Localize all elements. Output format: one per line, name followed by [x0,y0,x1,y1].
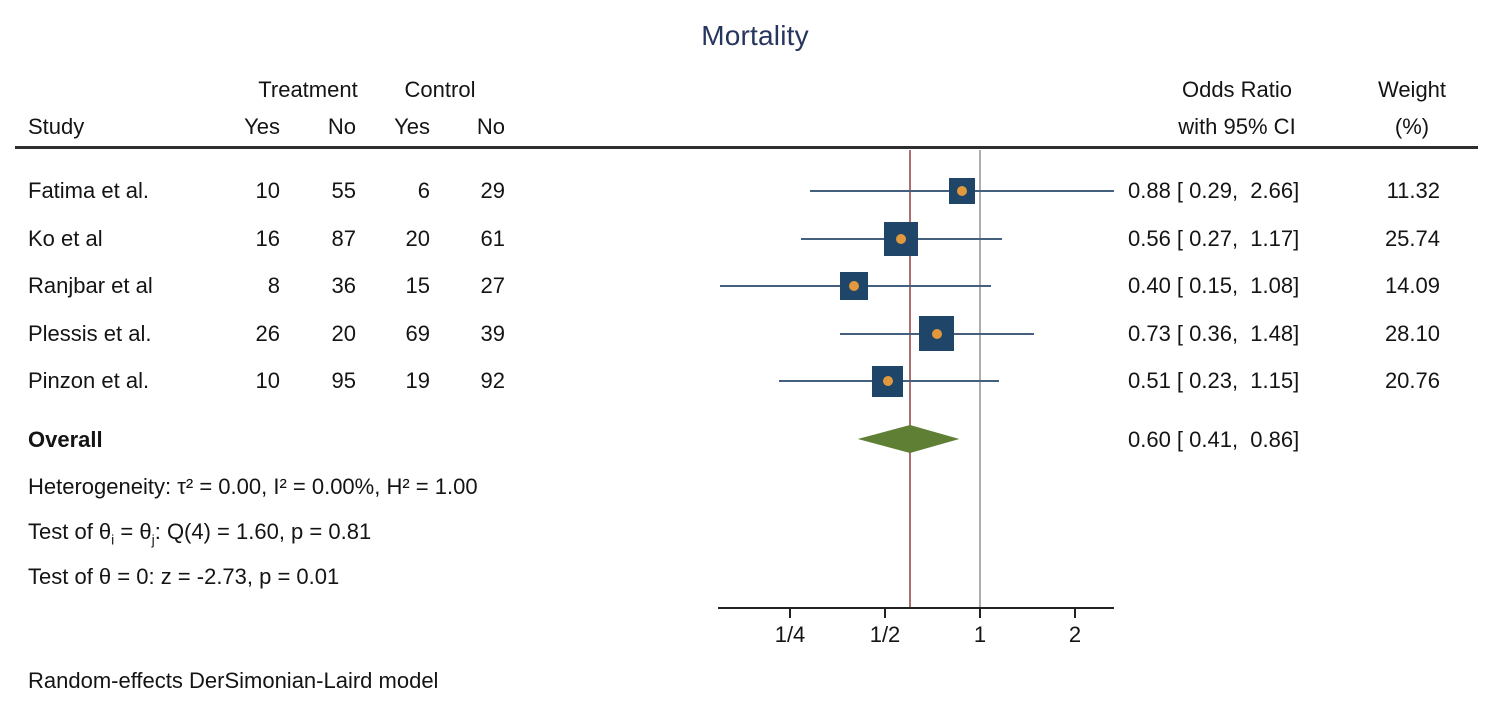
or-ci-value: 0.56 [ 0.27, 1.17] [1128,226,1300,251]
control-yes-value: 6 [417,178,430,203]
control-no-value: 29 [480,178,505,203]
weight-value: 28.10 [1384,321,1440,346]
overall-label: Overall [28,427,103,452]
overall-row: Overall 0.60 [ 0.41, 0.86] [0,425,1500,455]
study-name: Plessis et al. [28,321,152,346]
test-z-stats: Test of θ = 0: z = -2.73, p = 0.01 [28,564,340,589]
col-header-weight-line2: (%) [1394,114,1430,139]
study-row: Plessis et al. 26 20 69 39 0.73 [ 0.36, … [0,319,1500,349]
chart-title: Mortality [701,20,809,51]
treatment-yes-value: 26 [255,321,280,346]
effect-dot [895,233,906,244]
header-row-groups: Treatment Control Odds Ratio Weight [0,0,1500,102]
x-axis-line [718,607,1115,609]
treatment-yes-value: 10 [255,368,280,393]
test-q-text: Test of θ [28,519,112,544]
effect-dot [849,281,860,291]
col-header-odds-ratio-line1: Odds Ratio [1181,77,1293,102]
control-yes-value: 15 [405,273,430,298]
weight-value: 25.74 [1384,226,1440,251]
study-name: Fatima et al. [28,178,150,203]
overall-or-ci-value: 0.60 [ 0.41, 0.86] [1128,427,1300,452]
control-yes-value: 19 [405,368,430,393]
study-name: Ko et al [28,226,103,251]
treatment-no-value: 95 [331,368,356,393]
col-header-odds-ratio-line2: with 95% CI [1178,114,1296,139]
col-header-control-no: No [476,114,505,139]
test-q-text: = θ [114,519,152,544]
control-no-value: 92 [480,368,505,393]
effect-dot [957,186,968,196]
test-q-stats: Test of θi = θj: Q(4) = 1.60, p = 0.81 [28,517,371,547]
pooled-estimate-line [908,150,911,607]
treatment-yes-value: 8 [267,273,280,298]
header-row-columns: Study Yes No Yes No with 95% CI (%) [0,0,1500,139]
treatment-yes-value: 10 [255,178,280,203]
effect-dot [882,376,893,386]
col-header-treatment-yes: Yes [244,114,280,139]
treatment-no-value: 36 [331,273,356,298]
or-ci-value: 0.51 [ 0.23, 1.15] [1128,368,1300,393]
or-ci-value: 0.40 [ 0.15, 1.08] [1128,273,1300,298]
study-name: Pinzon et al. [28,368,150,393]
null-reference-line [979,150,981,607]
x-axis-tick [979,609,981,618]
x-axis-tick-label: 1/4 [774,622,806,647]
x-axis-tick-label: 1/2 [869,622,901,647]
study-row: Fatima et al. 10 55 6 29 0.88 [ 0.29, 2.… [0,176,1500,206]
or-ci-value: 0.88 [ 0.29, 2.66] [1128,178,1300,203]
treatment-no-value: 87 [331,226,356,251]
or-ci-value: 0.73 [ 0.36, 1.48] [1128,321,1300,346]
theta-sub-i: i [111,531,115,548]
treatment-yes-value: 16 [255,226,280,251]
col-header-treatment-no: No [327,114,356,139]
weight-value: 14.09 [1384,273,1440,298]
control-no-value: 27 [480,273,505,298]
study-name: Ranjbar et al [28,273,153,298]
col-header-treatment: Treatment [258,77,358,102]
col-header-study: Study [28,114,85,139]
col-header-control: Control [404,77,476,102]
study-row: Ko et al 16 87 20 61 0.56 [ 0.27, 1.17] … [0,224,1500,254]
control-no-value: 61 [480,226,505,251]
theta-sub-j: j [151,531,155,548]
weight-value: 20.76 [1384,368,1440,393]
header-rule [15,146,1478,149]
study-row: Pinzon et al. 10 95 19 92 0.51 [ 0.23, 1… [0,366,1500,396]
col-header-control-yes: Yes [394,114,430,139]
treatment-no-value: 55 [331,178,356,203]
weight-value: 11.32 [1386,178,1440,203]
x-axis-tick [884,609,886,618]
col-header-weight-line1: Weight [1377,77,1447,102]
control-no-value: 39 [480,321,505,346]
x-axis-tick [1074,609,1076,618]
heterogeneity-stats: Heterogeneity: τ² = 0.00, I² = 0.00%, H²… [28,474,478,499]
control-yes-value: 20 [405,226,430,251]
test-q-text: : Q(4) = 1.60, p = 0.81 [154,519,372,544]
control-yes-value: 69 [405,321,430,346]
treatment-no-value: 20 [331,321,356,346]
study-row: Ranjbar et al 8 36 15 27 0.40 [ 0.15, 1.… [0,271,1500,301]
effect-dot [931,328,942,339]
model-note: Random-effects DerSimonian-Laird model [28,668,439,693]
x-axis-tick-label: 2 [1068,622,1082,647]
x-axis-tick [789,609,791,618]
x-axis-tick-label: 1 [973,622,987,647]
